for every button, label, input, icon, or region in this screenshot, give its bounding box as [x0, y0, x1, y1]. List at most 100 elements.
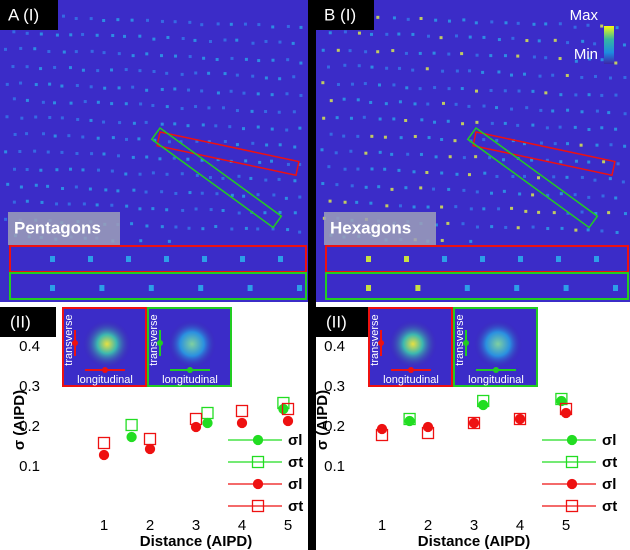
lattice-spot	[299, 25, 303, 29]
lattice-spot	[455, 69, 459, 73]
lattice-spot	[145, 52, 149, 56]
data-point	[97, 436, 111, 450]
lattice-spot	[138, 172, 142, 176]
lattice-spot	[392, 83, 396, 87]
lattice-spot	[517, 89, 521, 93]
lattice-spot	[195, 173, 199, 177]
x-tick-label: 3	[470, 517, 478, 534]
lattice-spot	[545, 158, 549, 162]
data-point	[236, 417, 248, 429]
lattice-spot	[237, 174, 241, 178]
lattice-spot	[277, 177, 281, 181]
lattice-spot	[19, 81, 23, 85]
lattice-spot	[558, 57, 562, 61]
label-box	[0, 307, 56, 337]
arrow-dot	[157, 340, 163, 346]
strip-spot	[198, 285, 204, 291]
lattice-spot	[41, 132, 45, 136]
lattice-spot	[291, 41, 295, 45]
strip-spot	[50, 285, 55, 291]
lattice-spot	[228, 125, 232, 129]
lattice-spot	[623, 212, 627, 216]
lattice-spot	[343, 167, 347, 171]
lattice-spot	[151, 171, 155, 175]
lattice-spot	[525, 39, 529, 43]
lattice-spot	[474, 21, 478, 25]
lattice-spot	[537, 210, 541, 214]
lattice-spot	[160, 190, 164, 194]
lattice-spot	[363, 82, 367, 86]
lattice-spot	[495, 174, 499, 178]
lattice-spot	[223, 140, 227, 144]
lattice-spot	[25, 98, 29, 102]
lattice-spot	[573, 125, 577, 129]
lattice-spot	[194, 71, 198, 75]
lattice-spot	[138, 69, 142, 73]
lattice-spot	[25, 199, 29, 203]
lattice-spot	[432, 187, 436, 191]
panel-label: A (I)	[8, 5, 39, 24]
lattice-spot	[418, 51, 422, 55]
lattice-spot	[544, 56, 548, 60]
lattice-spot	[321, 182, 325, 186]
lattice-spot	[12, 97, 16, 101]
lattice-spot	[244, 159, 248, 163]
lattice-spot	[490, 225, 494, 229]
lattice-spot	[474, 89, 478, 93]
lattice-spot	[488, 156, 492, 160]
lattice-spot	[34, 83, 38, 87]
lattice-spot	[516, 21, 520, 25]
lattice-spot	[411, 68, 415, 72]
lattice-spot	[270, 159, 274, 163]
lattice-spot	[600, 93, 604, 97]
lattice-spot	[335, 116, 339, 120]
lattice-spot	[41, 100, 45, 104]
lattice-spot	[462, 156, 466, 160]
lattice-spot	[349, 116, 353, 120]
lattice-spot	[607, 211, 611, 215]
lattice-spot	[482, 207, 486, 211]
lattice-spot	[160, 225, 164, 229]
lattice-spot	[237, 211, 241, 215]
lattice-spot	[124, 137, 128, 141]
legend-marker	[252, 434, 264, 446]
lattice-spot	[349, 149, 353, 153]
lattice-spot	[230, 193, 234, 197]
data-point	[144, 443, 156, 455]
lattice-spot	[615, 230, 619, 234]
lattice-spot	[587, 93, 591, 97]
lattice-spot	[90, 152, 94, 156]
lattice-spot	[356, 98, 360, 102]
lattice-spot	[152, 69, 156, 73]
lattice-spot	[426, 205, 430, 209]
lattice-spot	[117, 52, 121, 56]
lattice-spot	[364, 151, 368, 155]
inset-label: longitudinal	[383, 374, 439, 386]
lattice-spot	[370, 134, 374, 138]
lattice-spot	[256, 92, 260, 96]
lattice-spot	[110, 169, 114, 173]
legend-marker	[252, 478, 264, 490]
lattice-spot	[447, 87, 451, 91]
lattice-spot	[356, 134, 360, 138]
panel-label: (II)	[10, 312, 31, 331]
label-box	[316, 0, 374, 30]
lattice-spot	[453, 139, 457, 143]
lattice-spot	[74, 17, 78, 21]
lattice-spot	[47, 50, 51, 54]
lattice-spot	[102, 152, 106, 156]
lattice-spot	[608, 177, 612, 181]
lattice-spot	[447, 19, 451, 23]
arrow-dot	[378, 340, 384, 346]
lattice-spot	[482, 138, 486, 142]
lattice-spot	[511, 36, 515, 40]
lattice-spot	[12, 30, 16, 34]
lattice-spot	[292, 110, 296, 114]
lattice-spot	[89, 85, 93, 89]
lattice-spot	[475, 225, 479, 229]
data-point	[282, 415, 294, 427]
lattice-spot	[180, 172, 184, 176]
lattice-spot	[595, 143, 599, 147]
arrow-dot	[463, 340, 469, 346]
legend-marker	[251, 455, 265, 469]
